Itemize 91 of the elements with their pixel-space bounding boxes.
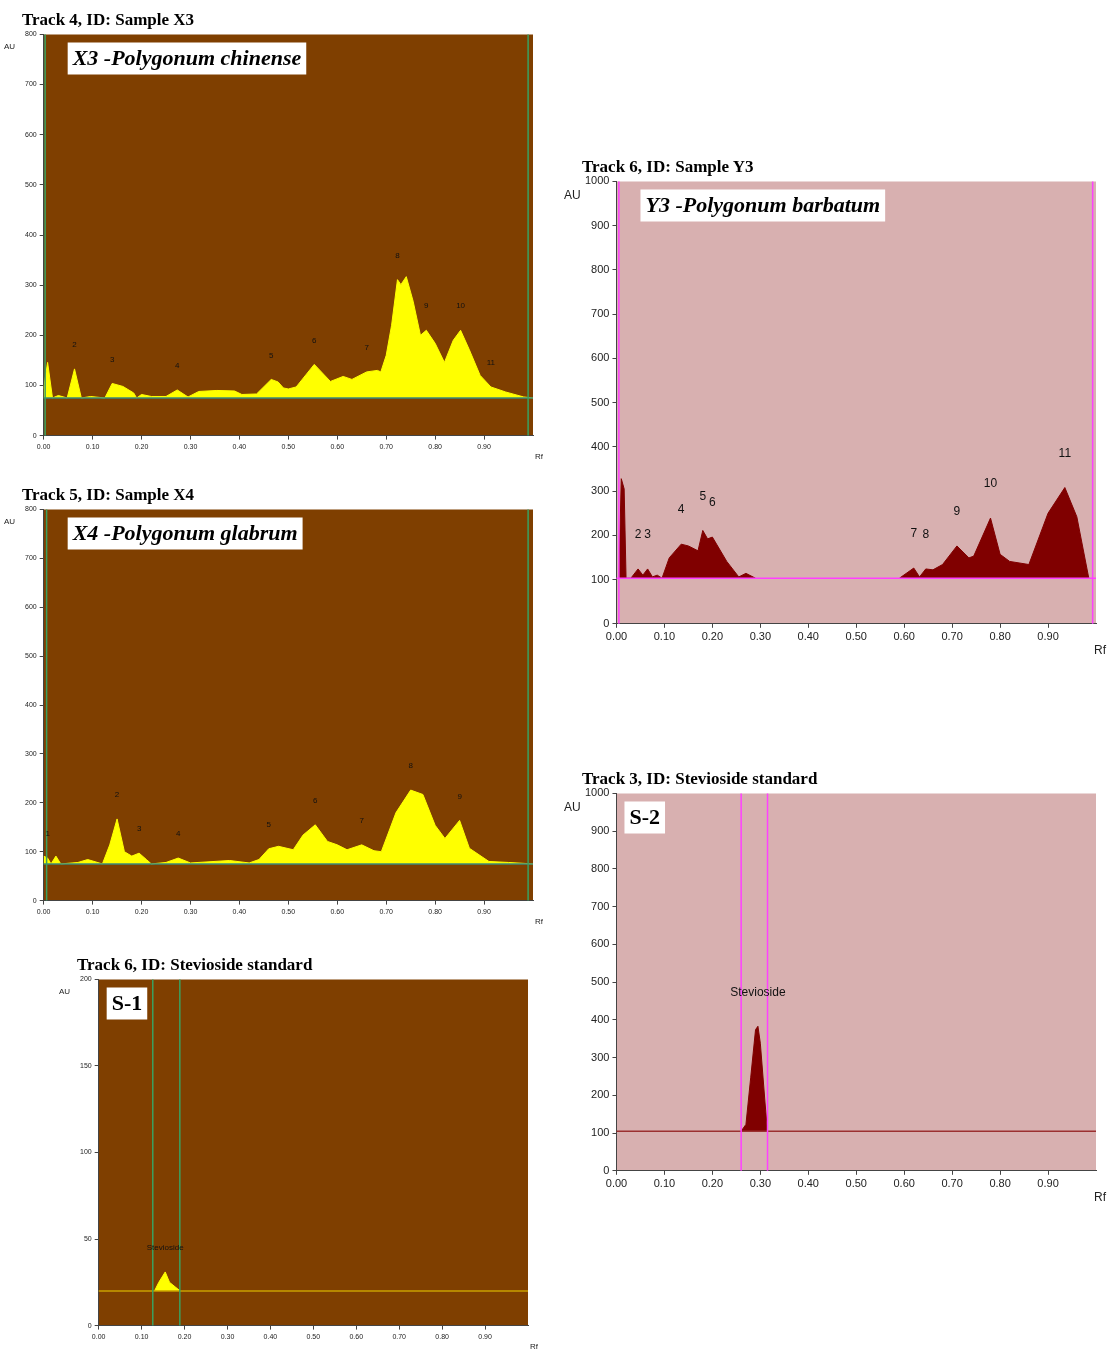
x-tick-label: 0.30 [749, 630, 772, 643]
y-tick-label: 800 [591, 861, 610, 874]
annotation: 8 [395, 250, 401, 260]
x-tick-label: 0.40 [797, 1177, 819, 1190]
annotation: 7 [359, 816, 365, 826]
y-tick-label: 800 [591, 262, 610, 275]
y-tick-label: 700 [591, 307, 610, 320]
annotation: 10 [456, 301, 466, 311]
text: S-1 [111, 990, 143, 1016]
x-tick-label: 0.10 [653, 630, 676, 643]
annotation: 2 [114, 790, 120, 800]
annotation: 1 [45, 829, 51, 839]
x-tick-label: 0.10 [653, 1177, 676, 1190]
annotation: 7 [364, 343, 370, 353]
annotation: 9 [457, 791, 463, 801]
annotation: 4 [677, 502, 685, 517]
y-axis-title: AU [564, 187, 581, 202]
x-tick-label: 0.60 [893, 630, 915, 643]
x-tick-label: 0.80 [989, 630, 1011, 643]
y-tick-label: 400 [591, 1012, 610, 1025]
annotation: 3 [109, 354, 115, 364]
y-tick-label: 1000 [584, 786, 610, 799]
y-tick-label: 700 [591, 899, 610, 912]
y-tick-label: 200 [591, 528, 610, 541]
annotation: 3 [644, 527, 652, 542]
annotation: 11 [1058, 445, 1072, 460]
annotation: 5 [268, 350, 274, 360]
annotation: 6 [313, 796, 319, 806]
x-tick-label: 0.70 [941, 630, 963, 643]
x-tick-label: 0.60 [893, 1177, 915, 1190]
annotation: 2 [72, 340, 78, 350]
chart-title: Track 5, ID: Sample X4 [22, 484, 195, 504]
chart-title: Track 6, ID: Sample Y3 [582, 156, 754, 176]
x-axis-title: Rf [530, 1341, 539, 1351]
y-tick-label: 200 [591, 1088, 610, 1101]
text: S-2 [629, 804, 661, 830]
text: X4 -Polygonum glabrum [71, 520, 298, 546]
x-axis-title: Rf [1094, 1190, 1107, 1205]
y-tick-label: 900 [591, 824, 610, 837]
x-tick-label: 0.50 [845, 630, 867, 643]
x-tick-label: 0.90 [1037, 1177, 1059, 1190]
annotation: 6 [709, 495, 717, 510]
y-tick-label: 300 [591, 1050, 610, 1063]
x-tick-label: 0.20 [701, 1177, 724, 1190]
annotation: 5 [266, 819, 272, 829]
y-tick-label: 500 [591, 395, 610, 408]
annotation: 9 [953, 504, 961, 519]
chart-title: Track 6, ID: Stevioside standard [77, 954, 313, 974]
annotation: 4 [176, 829, 182, 839]
y-tick-label: 300 [591, 484, 610, 497]
text: X3 -Polygonum chinense [71, 45, 302, 71]
x-tick-label: 0.00 [605, 1177, 628, 1190]
x-tick-label: 0.20 [701, 630, 724, 643]
annotation: 6 [312, 335, 318, 345]
annotation: 2 [634, 527, 642, 542]
x-tick-label: 0.30 [749, 1177, 772, 1190]
y-axis-title: AU [564, 799, 581, 814]
x-tick-label: 0.00 [605, 630, 628, 643]
annotation: 11 [486, 358, 496, 368]
y-tick-label: 100 [591, 572, 610, 585]
chart-title: Track 3, ID: Stevioside standard [582, 768, 818, 788]
y-tick-label: 100 [591, 1126, 610, 1139]
x-axis-title: Rf [535, 916, 544, 926]
y-tick-label: 400 [591, 439, 610, 452]
annotation: 5 [699, 488, 707, 503]
y-tick-label: 600 [591, 937, 610, 950]
y-axis-title: AU [4, 516, 16, 526]
annotation: 9 [424, 301, 430, 311]
annotation: 7 [910, 526, 918, 541]
x-tick-label: 0.40 [797, 630, 819, 643]
annotation: 4 [175, 361, 181, 371]
y-tick-label: 500 [591, 975, 610, 988]
x-tick-label: 0.90 [1037, 630, 1059, 643]
y-tick-label: 600 [591, 351, 610, 364]
y-axis-title: AU [59, 986, 71, 996]
x-axis-title: Rf [535, 451, 544, 461]
annotation: 3 [136, 824, 142, 834]
chart-title: Track 4, ID: Sample X3 [22, 9, 195, 29]
annotation: 10 [983, 476, 998, 491]
x-tick-label: 0.50 [845, 1177, 867, 1190]
x-tick-label: 0.80 [989, 1177, 1011, 1190]
y-tick-label: 900 [591, 218, 610, 231]
y-tick-label: 0 [603, 616, 610, 629]
y-tick-label: 1000 [584, 174, 610, 187]
y-tick-label: 0 [603, 1163, 610, 1176]
annotation: 8 [408, 761, 414, 771]
x-tick-label: 0.70 [941, 1177, 963, 1190]
x-axis-title: Rf [1094, 643, 1107, 658]
y-axis-title: AU [4, 41, 16, 51]
text: Y3 -Polygonum barbatum [645, 192, 881, 218]
annotation: 8 [922, 527, 930, 542]
